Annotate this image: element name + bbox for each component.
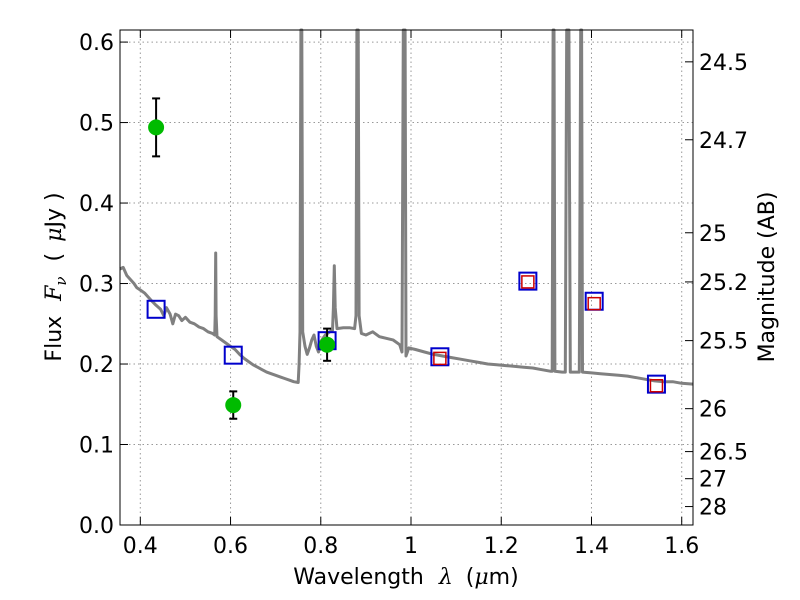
x-axis-label-unit-open: ( <box>466 565 475 590</box>
observed-point <box>319 336 336 353</box>
upper-limit-marker <box>649 379 664 393</box>
y-axis-label: Flux Fν ( μJy ) <box>42 192 72 361</box>
y-axis-label-symbol: F <box>42 285 67 302</box>
x-tick-label: 1 <box>404 534 418 559</box>
observed-point <box>225 397 242 414</box>
model-photometry-marker <box>518 271 538 291</box>
magnitude-tick-label: 25 <box>699 222 727 247</box>
x-tick-label: 0.8 <box>303 534 338 559</box>
model-photometry-marker <box>430 347 450 367</box>
x-tick-label: 0.4 <box>123 534 158 559</box>
magnitude-tick-label: 26 <box>699 398 727 423</box>
x-tick-label: 1.2 <box>484 534 519 559</box>
upper-limit-marker <box>433 351 447 366</box>
y-tick-label: 0.2 <box>79 353 114 378</box>
x-tick-label: 1.6 <box>664 534 699 559</box>
x-axis-label: Wavelength λ (μm) <box>293 565 518 590</box>
upper-limit-series <box>433 275 664 393</box>
observed-photometry-series <box>148 97 336 420</box>
y-axis-label-prefix: Flux <box>42 316 67 362</box>
magnitude-tick-label: 24.7 <box>699 129 748 154</box>
magnitude-tick-label: 27 <box>699 468 727 493</box>
magnitude-tick-label: 25.2 <box>699 271 748 296</box>
upper-limit-marker <box>587 296 601 311</box>
plot-frame <box>119 29 694 526</box>
x-tick-label: 0.6 <box>213 534 248 559</box>
x-tick-label: 1.4 <box>574 534 609 559</box>
model-photometry-marker <box>146 299 166 319</box>
upper-limit-marker <box>521 275 535 289</box>
magnitude-axis-label: Magnitude (AB) <box>755 192 780 363</box>
magnitude-tick-label: 25.5 <box>699 330 748 355</box>
x-axis-label-symbol: λ <box>438 565 453 590</box>
y-axis-ticks: 0.0 0.1 0.2 0.3 0.4 0.5 0.6 <box>79 31 128 539</box>
model-photometry-marker <box>646 374 666 394</box>
x-axis-ticks: 0.4 0.6 0.8 1 1.2 1.4 1.6 <box>123 30 699 559</box>
y-tick-label: 0.0 <box>79 514 114 539</box>
y-axis-label-unit-open: ( <box>42 253 67 262</box>
model-spectrum <box>119 28 694 386</box>
y-tick-label: 0.4 <box>79 192 114 217</box>
y-axis-label-sub: ν <box>52 276 70 285</box>
observed-point <box>148 119 165 136</box>
y-axis-label-unit-mu: μ <box>42 228 67 242</box>
y-axis-label-unit-rest: Jy ) <box>42 192 67 229</box>
y-tick-label: 0.1 <box>79 434 114 459</box>
spectrum-line <box>119 28 694 386</box>
x-axis-label-unit-mu: μ <box>474 565 488 590</box>
model-photometry-marker <box>223 345 243 365</box>
magnitude-tick-label: 26.5 <box>699 441 748 466</box>
y-tick-label: 0.5 <box>79 112 114 137</box>
x-axis-label-prefix: Wavelength <box>293 565 424 590</box>
magnitude-axis-ticks: 24.5 24.7 25 25.2 25.5 26 26.527 28 <box>685 51 748 521</box>
y-tick-label: 0.6 <box>79 31 114 56</box>
y-tick-label: 0.3 <box>79 273 114 298</box>
magnitude-tick-label: 24.5 <box>699 51 748 76</box>
x-axis-label-unit-rest: m) <box>489 565 519 590</box>
magnitude-tick-label: 28 <box>699 496 727 521</box>
